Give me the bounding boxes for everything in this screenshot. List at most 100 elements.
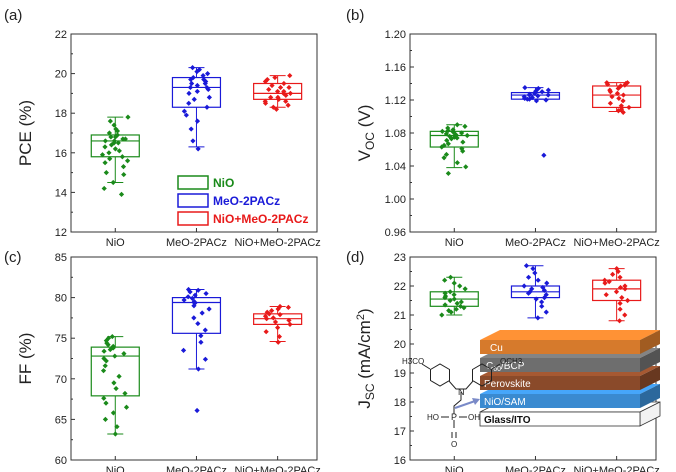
data-point <box>285 102 291 108</box>
data-point <box>125 114 131 120</box>
data-point <box>620 92 627 98</box>
x-tick-label: MeO-2PACz <box>166 237 227 249</box>
data-point <box>102 160 108 166</box>
box-nio-meo-2pacz: NiO+MeO-2PACz <box>573 266 660 472</box>
x-tick-label: NiO <box>106 237 125 249</box>
data-point <box>111 380 117 386</box>
plot-frame <box>70 256 318 461</box>
data-point <box>122 136 129 142</box>
y-tick-label: 16 <box>394 455 406 467</box>
data-point <box>186 90 192 96</box>
data-point <box>122 390 128 397</box>
ethyl-chain <box>453 392 462 414</box>
y-tick-label: 1.00 <box>385 194 406 206</box>
data-point <box>451 280 457 286</box>
data-point <box>527 91 533 97</box>
data-point <box>535 85 541 92</box>
nitrogen-label: N <box>458 387 465 397</box>
data-point <box>194 407 200 414</box>
oxygen-double-label: O <box>451 440 457 449</box>
panel-label: (b) <box>346 7 364 24</box>
data-point <box>545 87 551 93</box>
data-point <box>183 112 189 118</box>
data-point <box>541 295 548 301</box>
data-point <box>448 136 455 142</box>
panel-label: (c) <box>4 249 22 266</box>
data-point <box>194 88 200 95</box>
data-point <box>450 127 456 133</box>
data-point <box>195 287 201 293</box>
hydroxyl-left-label: HO <box>427 413 439 422</box>
y-tick-label: 14 <box>55 187 67 199</box>
data-point <box>543 309 549 315</box>
data-point <box>105 342 111 348</box>
data-point <box>102 416 109 422</box>
data-point <box>442 293 449 299</box>
y-tick-label: 1.08 <box>385 128 406 140</box>
data-point <box>113 385 119 392</box>
data-point <box>618 83 624 89</box>
data-point <box>622 312 628 318</box>
data-point <box>444 137 450 144</box>
legend-label: NiO+MeO-2PACz <box>213 212 308 226</box>
data-point <box>622 286 628 292</box>
data-point <box>192 292 198 298</box>
data-point <box>617 300 623 306</box>
data-point <box>286 84 292 91</box>
data-point <box>450 129 456 135</box>
data-point <box>266 86 272 93</box>
data-point <box>454 122 460 128</box>
data-point <box>270 104 276 110</box>
data-point <box>615 268 621 275</box>
data-point <box>107 118 113 124</box>
data-point <box>620 98 626 104</box>
methoxy-left-label: H3CO <box>402 357 424 366</box>
legend: NiO MeO-2PACz NiO+MeO-2PACz <box>177 175 308 226</box>
layer-side <box>640 366 660 390</box>
layer-label: Cu <box>490 343 503 354</box>
data-point <box>523 263 530 269</box>
x-tick-label: NiO+MeO-2PACz <box>234 465 320 472</box>
data-point <box>100 368 107 374</box>
data-point <box>602 280 608 286</box>
molecule-labels: H3CO OCH3 N P HO OH O <box>402 357 523 449</box>
x-tick-label: MeO-2PACz <box>505 465 566 472</box>
data-point <box>194 82 200 89</box>
data-point <box>262 78 269 85</box>
y-tick-label: 75 <box>55 333 67 345</box>
panel-b: (b) 0.96 1.00 1.04 1.08 1.12 1.16 1.20 VOC (V) Ni… <box>346 7 660 249</box>
data-point <box>190 74 196 81</box>
data-point <box>602 277 608 283</box>
data-point <box>262 313 269 319</box>
y-axis-label: VOC (V) <box>355 105 377 162</box>
data-point <box>112 146 119 152</box>
data-point <box>206 94 212 100</box>
layer-side <box>640 348 660 372</box>
y-tick-label: 20 <box>394 339 406 351</box>
data-point <box>275 94 281 100</box>
data-point <box>102 138 108 144</box>
box-nio: NiO <box>90 333 140 472</box>
data-point <box>189 65 196 71</box>
data-point <box>454 135 460 141</box>
layer-front <box>480 394 640 408</box>
y-tick-label: 20 <box>55 69 67 81</box>
y-tick-label: 22 <box>394 281 406 293</box>
y-tick-label: 16 <box>55 148 67 160</box>
data-point <box>618 103 624 109</box>
data-point <box>104 340 110 346</box>
layer-side <box>640 330 660 354</box>
layer-front <box>480 358 640 372</box>
data-point <box>539 303 545 309</box>
data-point <box>442 277 448 283</box>
y-axis-label: PCE (%) <box>16 100 35 166</box>
data-point <box>277 303 283 310</box>
data-point <box>275 306 281 312</box>
data-point <box>185 286 192 293</box>
data-point <box>103 170 109 176</box>
data-point <box>459 130 465 136</box>
x-tick-label: MeO-2PACz <box>505 237 566 249</box>
data-point <box>105 335 112 341</box>
y-tick-label: 18 <box>55 108 67 120</box>
data-point <box>457 283 463 289</box>
